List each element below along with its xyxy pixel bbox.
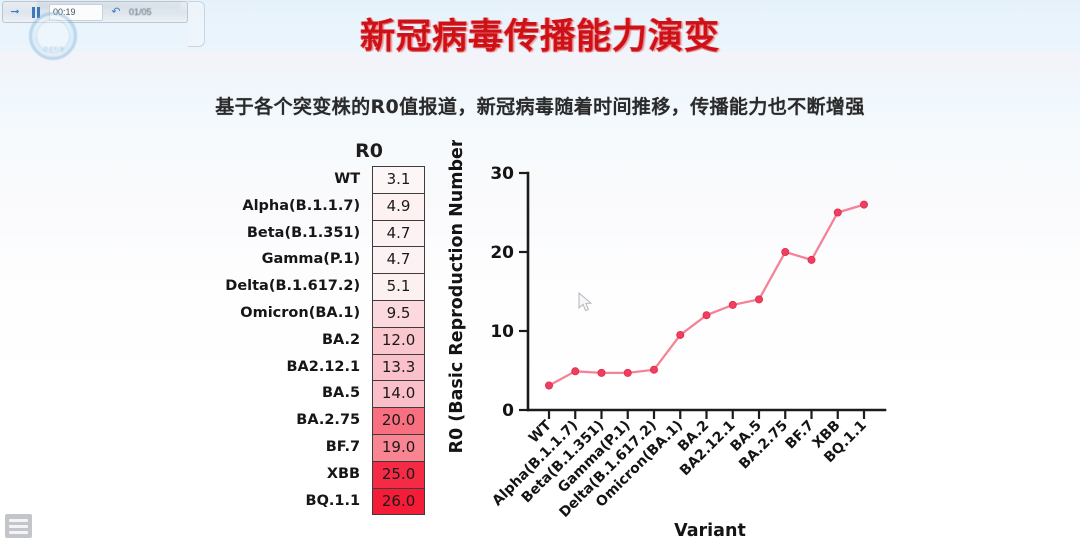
r0-value-cell: 5.1 <box>372 273 425 301</box>
data-point <box>623 368 632 377</box>
data-point <box>859 200 868 209</box>
table-row: WT 3.1 <box>150 166 425 194</box>
r0-value-cell: 20.0 <box>372 407 425 435</box>
data-point <box>597 368 606 377</box>
data-point <box>676 330 685 339</box>
table-row: BA2.12.1 13.3 <box>150 353 425 382</box>
total-time-label: 01/05 <box>129 7 152 17</box>
y-axis-ticks: 0 10 20 30 <box>490 164 528 421</box>
y-tick-label: 10 <box>490 322 514 342</box>
data-point <box>571 367 580 376</box>
mouse-cursor <box>578 292 593 312</box>
data-point <box>807 255 816 264</box>
r0-value-cell: 3.1 <box>372 166 425 194</box>
y-tick-label: 0 <box>502 401 514 421</box>
watermark-logo: 防疫科普 <box>23 12 85 60</box>
r0-value-cell: 4.7 <box>372 219 425 248</box>
table-row: Delta(B.1.617.2) 5.1 <box>150 273 425 301</box>
data-point <box>728 300 737 309</box>
table-row: Omicron(BA.1) 9.5 <box>150 299 425 328</box>
table-row: BA.2 12.0 <box>150 326 425 355</box>
r0-value-cell: 4.9 <box>372 192 425 221</box>
r0-line-chart: 0 10 20 30 WT Alpha(B.1.1.7) Beta(B.1.351) Gam… <box>440 140 910 543</box>
variant-label: BA2.12.1 <box>286 358 361 375</box>
variant-label: Gamma(P.1) <box>261 251 361 268</box>
r0-series-line <box>548 203 865 387</box>
table-row: XBB 25.0 <box>150 460 425 489</box>
r0-value-cell: 13.3 <box>372 353 425 382</box>
variant-label: BA.2 <box>321 331 361 348</box>
r0-series-points <box>545 200 868 390</box>
variant-label: BA.5 <box>321 385 361 402</box>
watermark-text: 防疫科普 <box>43 47 65 53</box>
variant-label: BQ.1.1 <box>305 492 361 509</box>
table-row: BQ.1.1 26.0 <box>150 487 425 516</box>
watermark-inner-circle <box>36 19 70 53</box>
table-row: BA.5 14.0 <box>150 380 425 409</box>
y-axis-title: R0 (Basic Reproduction Number) <box>447 140 467 453</box>
variant-label: Delta(B.1.617.2) <box>225 278 361 295</box>
y-tick-label: 20 <box>490 243 514 263</box>
page-title: 新冠病毒传播能力演变 <box>359 17 720 57</box>
page-subtitle: 基于各个突变株的R0值报道，新冠病毒随着时间推移，传播能力也不断增强 <box>215 96 865 118</box>
player-panel-edge <box>188 1 205 47</box>
data-point <box>649 365 658 374</box>
table-row: Alpha(B.1.1.7) 4.9 <box>150 192 425 221</box>
r0-value-cell: 19.0 <box>372 433 425 462</box>
data-point <box>545 381 554 390</box>
variant-label: Omicron(BA.1) <box>240 304 361 321</box>
x-axis-title: Variant <box>674 521 746 541</box>
forward-arrow-icon[interactable]: ➞ <box>10 5 20 18</box>
x-tick-label: BF.7 <box>783 418 818 453</box>
x-axis-ticks <box>547 410 866 419</box>
r0-value-cell: 14.0 <box>372 380 425 409</box>
data-point <box>833 208 842 217</box>
table-row: Gamma(P.1) 4.7 <box>150 246 425 275</box>
variant-r0-table: WT 3.1 Alpha(B.1.1.7) 4.9 Beta(B.1.351) 4.7 Ga… <box>150 166 425 516</box>
variant-label: Alpha(B.1.1.7) <box>242 197 361 214</box>
variant-label: Beta(B.1.351) <box>246 224 361 241</box>
r0-column-header: R0 <box>355 140 383 162</box>
data-point <box>754 295 763 304</box>
r0-value-cell: 26.0 <box>372 487 425 516</box>
table-row: BA.2.75 20.0 <box>150 407 425 435</box>
variant-label: XBB <box>326 465 361 482</box>
r0-value-cell: 12.0 <box>372 326 425 355</box>
list-icon[interactable] <box>5 514 32 538</box>
variant-r0-table-body: WT 3.1 Alpha(B.1.1.7) 4.9 Beta(B.1.351) 4.7 Ga… <box>150 166 425 516</box>
data-point <box>781 248 790 257</box>
variant-label: BF.7 <box>325 438 361 455</box>
r0-value-cell: 4.7 <box>372 246 425 275</box>
table-row: BF.7 19.0 <box>150 433 425 462</box>
chart-svg: 0 10 20 30 WTAlpha(B.1.1.7)Beta(B.1.351)Gam… <box>447 140 887 541</box>
y-tick-label: 30 <box>490 164 514 184</box>
pause-icon[interactable] <box>28 5 44 20</box>
data-point <box>702 311 711 320</box>
table-row: Beta(B.1.351) 4.7 <box>150 219 425 248</box>
variant-label: WT <box>334 171 361 187</box>
x-axis-tick-labels: WTAlpha(B.1.1.7)Beta(B.1.351)Gamma(P.1)D… <box>489 417 869 521</box>
variant-label: BA.2.75 <box>296 412 361 429</box>
undo-arrow-icon[interactable]: ↶ <box>111 5 121 18</box>
r0-value-cell: 9.5 <box>372 299 425 328</box>
r0-value-cell: 25.0 <box>372 460 425 489</box>
